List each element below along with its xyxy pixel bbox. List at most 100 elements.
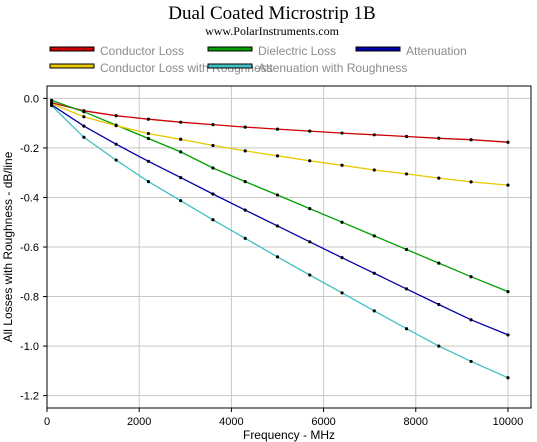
data-point <box>114 142 118 146</box>
data-point <box>372 234 376 238</box>
data-point <box>308 273 312 277</box>
legend-swatch <box>207 63 253 69</box>
data-point <box>506 183 510 187</box>
y-tick-label: -0.4 <box>20 192 39 204</box>
y-tick-label: -1.2 <box>20 391 39 403</box>
y-tick-label: -0.8 <box>20 292 39 304</box>
x-axis-label: Frequency - MHz <box>243 428 335 442</box>
y-axis-ticks: 0.0 -0.2 -0.4 -0.6 -0.8 -1.0 -1.2 <box>20 93 47 403</box>
data-point <box>404 134 409 139</box>
data-point <box>179 150 183 154</box>
data-point <box>275 255 280 259</box>
data-point <box>372 168 376 172</box>
data-point <box>308 240 312 244</box>
data-point <box>243 236 247 240</box>
data-point <box>211 166 215 170</box>
data-point <box>372 133 376 137</box>
data-point <box>50 103 54 108</box>
x-tick-label: 4000 <box>219 416 243 428</box>
data-point <box>308 207 312 211</box>
data-point <box>340 291 344 295</box>
data-point <box>114 114 118 118</box>
data-point <box>211 192 215 196</box>
data-point <box>469 138 473 142</box>
data-point <box>340 163 344 167</box>
data-point <box>146 180 151 184</box>
data-point <box>179 120 183 124</box>
x-tick-label: 0 <box>44 416 50 428</box>
data-point <box>275 224 280 228</box>
data-point <box>506 289 510 294</box>
y-tick-label: -0.6 <box>20 242 39 254</box>
y-tick-label: -1.0 <box>20 341 39 353</box>
data-point <box>82 110 86 114</box>
legend-label: Dielectric Loss <box>258 44 336 58</box>
data-point <box>469 275 473 279</box>
legend-label: Attenuation <box>406 44 467 58</box>
data-point <box>82 115 86 119</box>
data-point <box>275 193 280 197</box>
data-point <box>372 309 376 313</box>
data-point <box>243 149 247 153</box>
data-point <box>243 125 247 129</box>
data-point <box>243 180 247 184</box>
data-point <box>275 154 280 158</box>
x-tick-label: 2000 <box>127 416 151 428</box>
data-point <box>179 137 183 141</box>
data-point <box>469 180 473 184</box>
series-group <box>50 98 510 380</box>
data-point <box>211 143 215 148</box>
chart-subtitle: www.PolarInstruments.com <box>205 24 340 38</box>
data-point <box>211 123 215 127</box>
data-point <box>437 136 441 140</box>
data-point <box>50 98 54 102</box>
data-point <box>82 124 86 128</box>
legend-swatch <box>207 46 253 52</box>
data-point <box>82 135 86 139</box>
data-point <box>275 127 280 131</box>
data-point <box>308 159 312 163</box>
data-point <box>340 220 344 224</box>
data-point <box>404 172 409 176</box>
data-point <box>340 131 344 135</box>
data-point <box>146 131 151 136</box>
data-point <box>308 129 312 133</box>
y-axis-label: All Losses with Roughness - dB/line <box>1 151 15 342</box>
data-point <box>506 140 510 144</box>
data-point <box>506 376 510 380</box>
data-point <box>179 176 183 180</box>
legend-label: Conductor Loss <box>100 44 184 58</box>
chart-title: Dual Coated Microstrip 1B <box>168 3 375 24</box>
data-point <box>437 302 441 307</box>
data-point <box>437 261 441 265</box>
legend-swatch <box>49 46 95 52</box>
grid <box>46 86 531 408</box>
x-axis-ticks: 0 2000 4000 6000 8000 10000 <box>44 408 523 428</box>
legend: Conductor Loss Dielectric Loss Attenuation… <box>49 44 467 75</box>
data-point <box>146 159 151 163</box>
y-tick-label: -0.2 <box>20 143 39 155</box>
x-tick-label: 6000 <box>311 416 335 428</box>
data-point <box>506 333 510 337</box>
data-point <box>469 318 473 322</box>
data-point <box>146 136 151 141</box>
data-point <box>179 199 183 203</box>
y-tick-label: 0.0 <box>24 93 39 105</box>
data-point <box>404 247 409 252</box>
data-point <box>469 359 473 364</box>
data-point <box>404 287 409 291</box>
data-point <box>146 117 151 121</box>
data-point <box>437 176 441 180</box>
legend-swatch <box>355 46 401 52</box>
data-point <box>211 218 215 222</box>
x-tick-label: 8000 <box>404 416 428 428</box>
data-point <box>114 124 118 128</box>
data-point <box>404 327 409 331</box>
data-point <box>372 271 376 275</box>
x-tick-label: 10000 <box>493 416 524 428</box>
data-point <box>340 256 344 260</box>
data-point <box>437 344 441 348</box>
series-line-0 <box>51 102 509 143</box>
legend-label: Attenuation with Roughness <box>258 61 407 75</box>
